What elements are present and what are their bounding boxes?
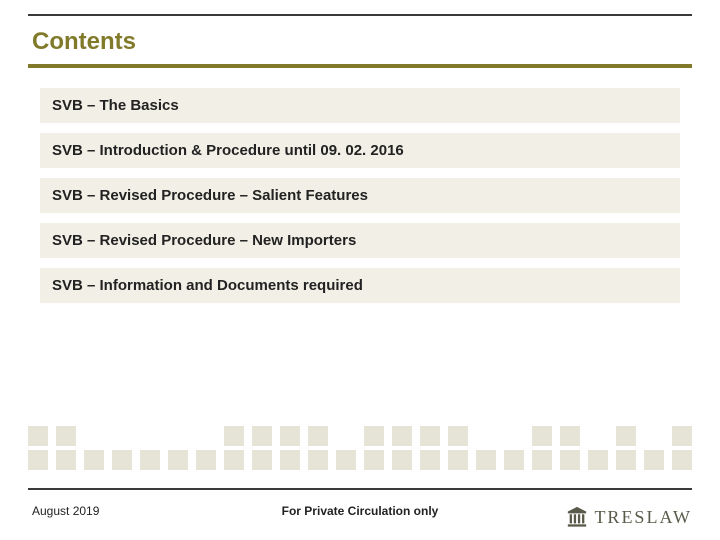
deco-square (532, 426, 552, 446)
deco-square (308, 450, 328, 470)
deco-square (336, 426, 356, 446)
deco-square (364, 450, 384, 470)
deco-square (168, 450, 188, 470)
deco-square (308, 426, 328, 446)
deco-square (420, 450, 440, 470)
deco-square (616, 426, 636, 446)
pillar-icon (566, 506, 588, 528)
footer-divider (28, 488, 692, 490)
deco-square (112, 426, 132, 446)
deco-square (672, 450, 692, 470)
deco-square (84, 426, 104, 446)
deco-square (644, 426, 664, 446)
toc-item: SVB – Introduction & Procedure until 09.… (40, 133, 680, 168)
deco-square (252, 450, 272, 470)
deco-square (336, 450, 356, 470)
table-of-contents: SVB – The Basics SVB – Introduction & Pr… (40, 88, 680, 313)
deco-square (504, 426, 524, 446)
deco-square (532, 450, 552, 470)
deco-row-1 (28, 426, 692, 446)
deco-square (476, 426, 496, 446)
deco-square (280, 426, 300, 446)
deco-square (224, 450, 244, 470)
deco-square (224, 426, 244, 446)
deco-square (196, 426, 216, 446)
page-title: Contents (32, 28, 136, 56)
deco-square (196, 450, 216, 470)
deco-square (28, 426, 48, 446)
deco-square (112, 450, 132, 470)
deco-square (420, 426, 440, 446)
deco-square (252, 426, 272, 446)
toc-item: SVB – Revised Procedure – New Importers (40, 223, 680, 258)
deco-square (448, 450, 468, 470)
deco-square (588, 426, 608, 446)
deco-square (476, 450, 496, 470)
deco-square (588, 450, 608, 470)
deco-square (84, 450, 104, 470)
deco-square (448, 426, 468, 446)
decorative-squares (28, 426, 692, 476)
deco-square (644, 450, 664, 470)
toc-item: SVB – Revised Procedure – Salient Featur… (40, 178, 680, 213)
brand-name: TRESLAW (594, 507, 692, 528)
deco-square (560, 426, 580, 446)
deco-square (140, 426, 160, 446)
deco-square (560, 450, 580, 470)
deco-square (140, 450, 160, 470)
toc-item: SVB – Information and Documents required (40, 268, 680, 303)
deco-row-2 (28, 450, 692, 470)
deco-square (28, 450, 48, 470)
deco-square (364, 426, 384, 446)
top-divider (28, 14, 692, 16)
title-underline (28, 64, 692, 68)
slide-page: Contents SVB – The Basics SVB – Introduc… (0, 0, 720, 540)
brand-logo: TRESLAW (566, 506, 692, 528)
deco-square (672, 426, 692, 446)
deco-square (56, 450, 76, 470)
deco-square (56, 426, 76, 446)
toc-item: SVB – The Basics (40, 88, 680, 123)
deco-square (168, 426, 188, 446)
deco-square (280, 450, 300, 470)
deco-square (504, 450, 524, 470)
deco-square (392, 450, 412, 470)
deco-square (392, 426, 412, 446)
deco-square (616, 450, 636, 470)
